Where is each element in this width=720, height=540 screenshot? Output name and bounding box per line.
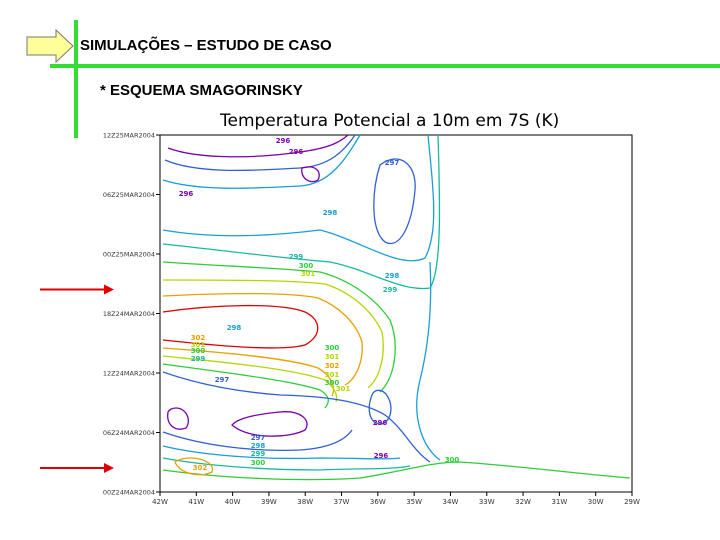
x-tick-label: 38W [297, 498, 313, 506]
contour-line [162, 461, 631, 481]
marker-arrow-head [104, 284, 114, 295]
yellow-arrow-icon [26, 29, 74, 63]
y-tick-label: 12Z24MAR2004 [103, 370, 155, 378]
plot-area [159, 134, 633, 493]
slide-subtitle: * ESQUEMA SMAGORINSKY [100, 82, 303, 99]
contour-label: 301 [325, 353, 340, 361]
contour-label: 299 [251, 450, 266, 458]
y-tick-label: 06Z25MAR2004 [103, 191, 155, 199]
contour-label: 297 [215, 376, 230, 384]
contour-label: 298 [227, 324, 242, 332]
contour-line [368, 389, 392, 425]
x-tick-label: 31W [551, 498, 567, 506]
contour-line [162, 134, 441, 290]
contour-line [162, 261, 396, 393]
y-tick-label: 12Z25MAR2004 [103, 132, 155, 140]
contour-label: 301 [325, 371, 340, 379]
contour-label: 299 [191, 355, 206, 363]
contour-label: 297 [385, 159, 400, 167]
chart-title: Temperatura Potencial a 10m em 7S (K) [220, 111, 560, 131]
contour-line [162, 304, 319, 349]
contour-line [373, 158, 416, 245]
contour-line [162, 445, 401, 460]
contour-line [162, 292, 363, 386]
contour-label: 298 [323, 209, 338, 217]
contour-line [416, 261, 441, 461]
x-tick-label: 29W [624, 498, 640, 506]
contour-line [162, 355, 338, 403]
contour-label: 301 [301, 270, 316, 278]
contour-line [167, 134, 349, 158]
x-tick-label: 37W [334, 498, 350, 506]
contour-line [301, 166, 320, 183]
contour-label: 298 [385, 272, 400, 280]
slide-title: SIMULAÇÕES – ESTUDO DE CASO [80, 37, 332, 54]
contour-label: 301 [191, 341, 206, 349]
contour-label: 299 [289, 253, 304, 261]
contour-label: 300 [191, 347, 206, 355]
y-tick-label: 00Z24MAR2004 [103, 489, 155, 497]
contour-line [162, 429, 353, 451]
contour-line [162, 279, 384, 389]
contour-line [164, 134, 356, 172]
x-tick-label: 32W [515, 498, 531, 506]
x-tick-label: 30W [588, 498, 604, 506]
contour-label: 301 [336, 385, 351, 393]
y-tick-label: 06Z24MAR2004 [103, 429, 155, 437]
contour-line [162, 457, 411, 471]
contour-label: 297 [251, 434, 266, 442]
x-tick-label: 33W [479, 498, 495, 506]
contour-line [162, 363, 329, 409]
y-tick-label: 00Z25MAR2004 [103, 251, 155, 259]
contour-line [162, 134, 361, 189]
x-tick-label: 42W [152, 498, 168, 506]
contour-label: 300 [325, 379, 340, 387]
contour-line [162, 371, 431, 463]
contour-label: 296 [289, 148, 304, 156]
marker-arrow-head [104, 463, 114, 473]
contour-label: 300 [325, 344, 340, 352]
x-tick-label: 35W [406, 498, 422, 506]
contour-line [174, 457, 214, 476]
y-tick-label: 18Z24MAR2004 [103, 310, 155, 318]
x-tick-label: 41W [188, 498, 204, 506]
accent-bar-vertical [74, 20, 78, 138]
contour-line [231, 411, 308, 437]
contour-label: 296 [373, 419, 388, 427]
x-tick-label: 39W [261, 498, 277, 506]
contour-label: 296 [276, 137, 291, 145]
contour-label: 300 [251, 459, 266, 467]
contour-label: 300 [445, 456, 460, 464]
accent-bar-horizontal [50, 64, 720, 68]
contour-label: 296 [179, 190, 194, 198]
x-tick-label: 36W [370, 498, 386, 506]
contour-label: 302 [191, 334, 206, 342]
contour-label: 299 [383, 286, 398, 294]
contour-label: 300 [299, 262, 314, 270]
contour-label: 302 [193, 464, 208, 472]
contour-label: 296 [374, 452, 389, 460]
contour-label: 302 [325, 362, 340, 370]
x-tick-label: 40W [225, 498, 241, 506]
x-tick-label: 34W [443, 498, 459, 506]
contour-line [162, 347, 335, 397]
contour-label: 298 [251, 442, 266, 450]
contour-line [162, 134, 435, 262]
contour-line [167, 407, 190, 430]
